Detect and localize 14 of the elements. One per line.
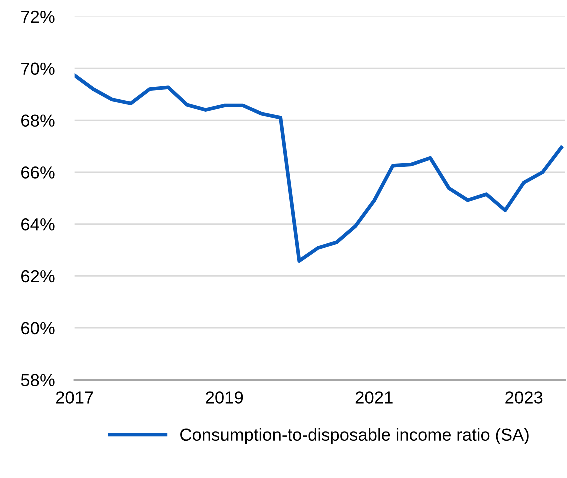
y-tick-label: 60%	[22, 322, 55, 335]
y-tick-label: 72%	[22, 10, 55, 24]
x-tick-label: 2017	[56, 392, 94, 404]
legend-label: Consumption-to-disposable income ratio (SA)	[180, 428, 529, 445]
line-series	[74, 74, 564, 263]
y-tick-label: 62%	[22, 270, 55, 283]
x-tick-label: 2023	[506, 392, 543, 404]
y-tick-label: 58%	[21, 374, 55, 386]
y-tick-label: 68%	[22, 114, 55, 127]
x-tick-label: 2021	[356, 392, 393, 404]
y-tick-label: 64%	[22, 218, 55, 231]
x-tick-label: 2019	[206, 392, 244, 404]
y-tick-label: 66%	[22, 166, 55, 179]
y-tick-label: 70%	[22, 62, 55, 76]
